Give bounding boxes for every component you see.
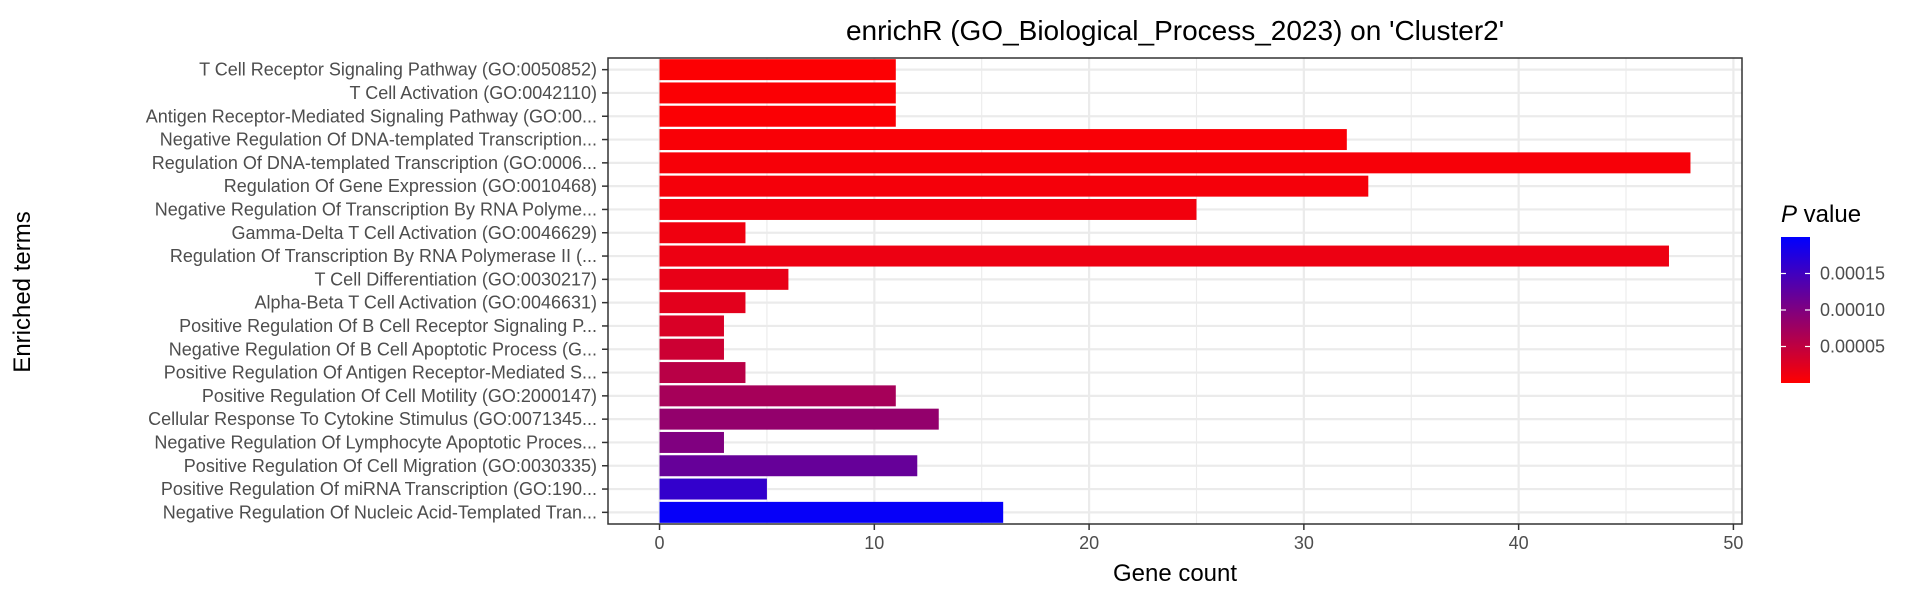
bar [659, 478, 767, 500]
bar [659, 431, 724, 453]
bar [659, 385, 896, 407]
legend-title-rest: value [1797, 201, 1861, 228]
y-tick-label: T Cell Differentiation (GO:0030217) [315, 269, 597, 289]
y-tick-label: Positive Regulation Of miRNA Transcripti… [161, 479, 597, 499]
bar [659, 338, 724, 360]
legend-title: P value [1781, 201, 1861, 228]
x-axis-ticks: 0 10 20 30 40 50 [655, 524, 1743, 553]
x-tick-label: 50 [1723, 533, 1743, 553]
y-tick-label: Alpha-Beta T Cell Activation (GO:0046631… [254, 293, 597, 313]
y-tick-label: Positive Regulation Of Cell Motility (GO… [202, 386, 597, 406]
legend-tick-label: 0.00010 [1820, 300, 1885, 320]
bar [659, 362, 746, 384]
bar [659, 501, 1004, 523]
y-tick-label: Antigen Receptor-Mediated Signaling Path… [146, 106, 597, 126]
x-tick-label: 30 [1294, 533, 1314, 553]
plot-panel [607, 57, 1743, 525]
y-tick-label: Positive Regulation Of Cell Migration (G… [184, 456, 597, 476]
bar [659, 82, 896, 104]
y-tick-label: Regulation Of Gene Expression (GO:001046… [224, 176, 597, 196]
bar [659, 152, 1691, 174]
legend-tick-label: 0.00015 [1820, 264, 1885, 284]
y-tick-label: Cellular Response To Cytokine Stimulus (… [148, 409, 597, 429]
legend: P value 0.00005 0.00010 0.00015 [1781, 201, 1885, 383]
y-tick-label: T Cell Receptor Signaling Pathway (GO:00… [199, 60, 597, 80]
bar [659, 105, 896, 127]
x-tick-label: 0 [655, 533, 665, 553]
plot-border [607, 57, 1743, 525]
bar [659, 292, 746, 314]
y-axis-label: Enriched terms [9, 211, 36, 372]
x-tick-label: 20 [1079, 533, 1099, 553]
bar [659, 198, 1197, 220]
y-tick-label: Regulation Of Transcription By RNA Polym… [170, 246, 597, 266]
legend-ticks: 0.00005 0.00010 0.00015 [1781, 264, 1885, 357]
y-tick-label: Positive Regulation Of Antigen Receptor-… [164, 363, 597, 383]
y-tick-label: Negative Regulation Of Nucleic Acid-Temp… [163, 502, 597, 522]
bar [659, 408, 939, 430]
y-tick-label: Gamma-Delta T Cell Activation (GO:004662… [232, 223, 598, 243]
y-tick-label: Regulation Of DNA-templated Transcriptio… [152, 153, 597, 173]
plot-background [608, 58, 1742, 524]
legend-title-italic: P [1781, 201, 1797, 228]
legend-tick-label: 0.00005 [1820, 337, 1885, 357]
bar [659, 222, 746, 244]
bar [659, 129, 1347, 151]
chart-title: enrichR (GO_Biological_Process_2023) on … [846, 15, 1504, 46]
x-axis-label: Gene count [1113, 560, 1237, 587]
y-tick-label: Negative Regulation Of DNA-templated Tra… [160, 130, 597, 150]
y-tick-label: Negative Regulation Of B Cell Apoptotic … [169, 339, 597, 359]
y-tick-label: Positive Regulation Of B Cell Receptor S… [179, 316, 597, 336]
x-tick-label: 10 [864, 533, 884, 553]
bar [659, 455, 918, 477]
bar [659, 175, 1369, 197]
y-tick-label: Negative Regulation Of Transcription By … [155, 199, 597, 219]
bar [659, 268, 789, 290]
y-tick-label: T Cell Activation (GO:0042110) [350, 83, 597, 103]
x-tick-label: 40 [1509, 533, 1529, 553]
bars [659, 59, 1691, 523]
y-tick-label: Negative Regulation Of Lymphocyte Apopto… [154, 432, 597, 452]
y-axis-ticks: T Cell Receptor Signaling Pathway (GO:00… [146, 60, 608, 522]
bar [659, 245, 1669, 267]
bar [659, 59, 896, 81]
bar [659, 315, 724, 337]
